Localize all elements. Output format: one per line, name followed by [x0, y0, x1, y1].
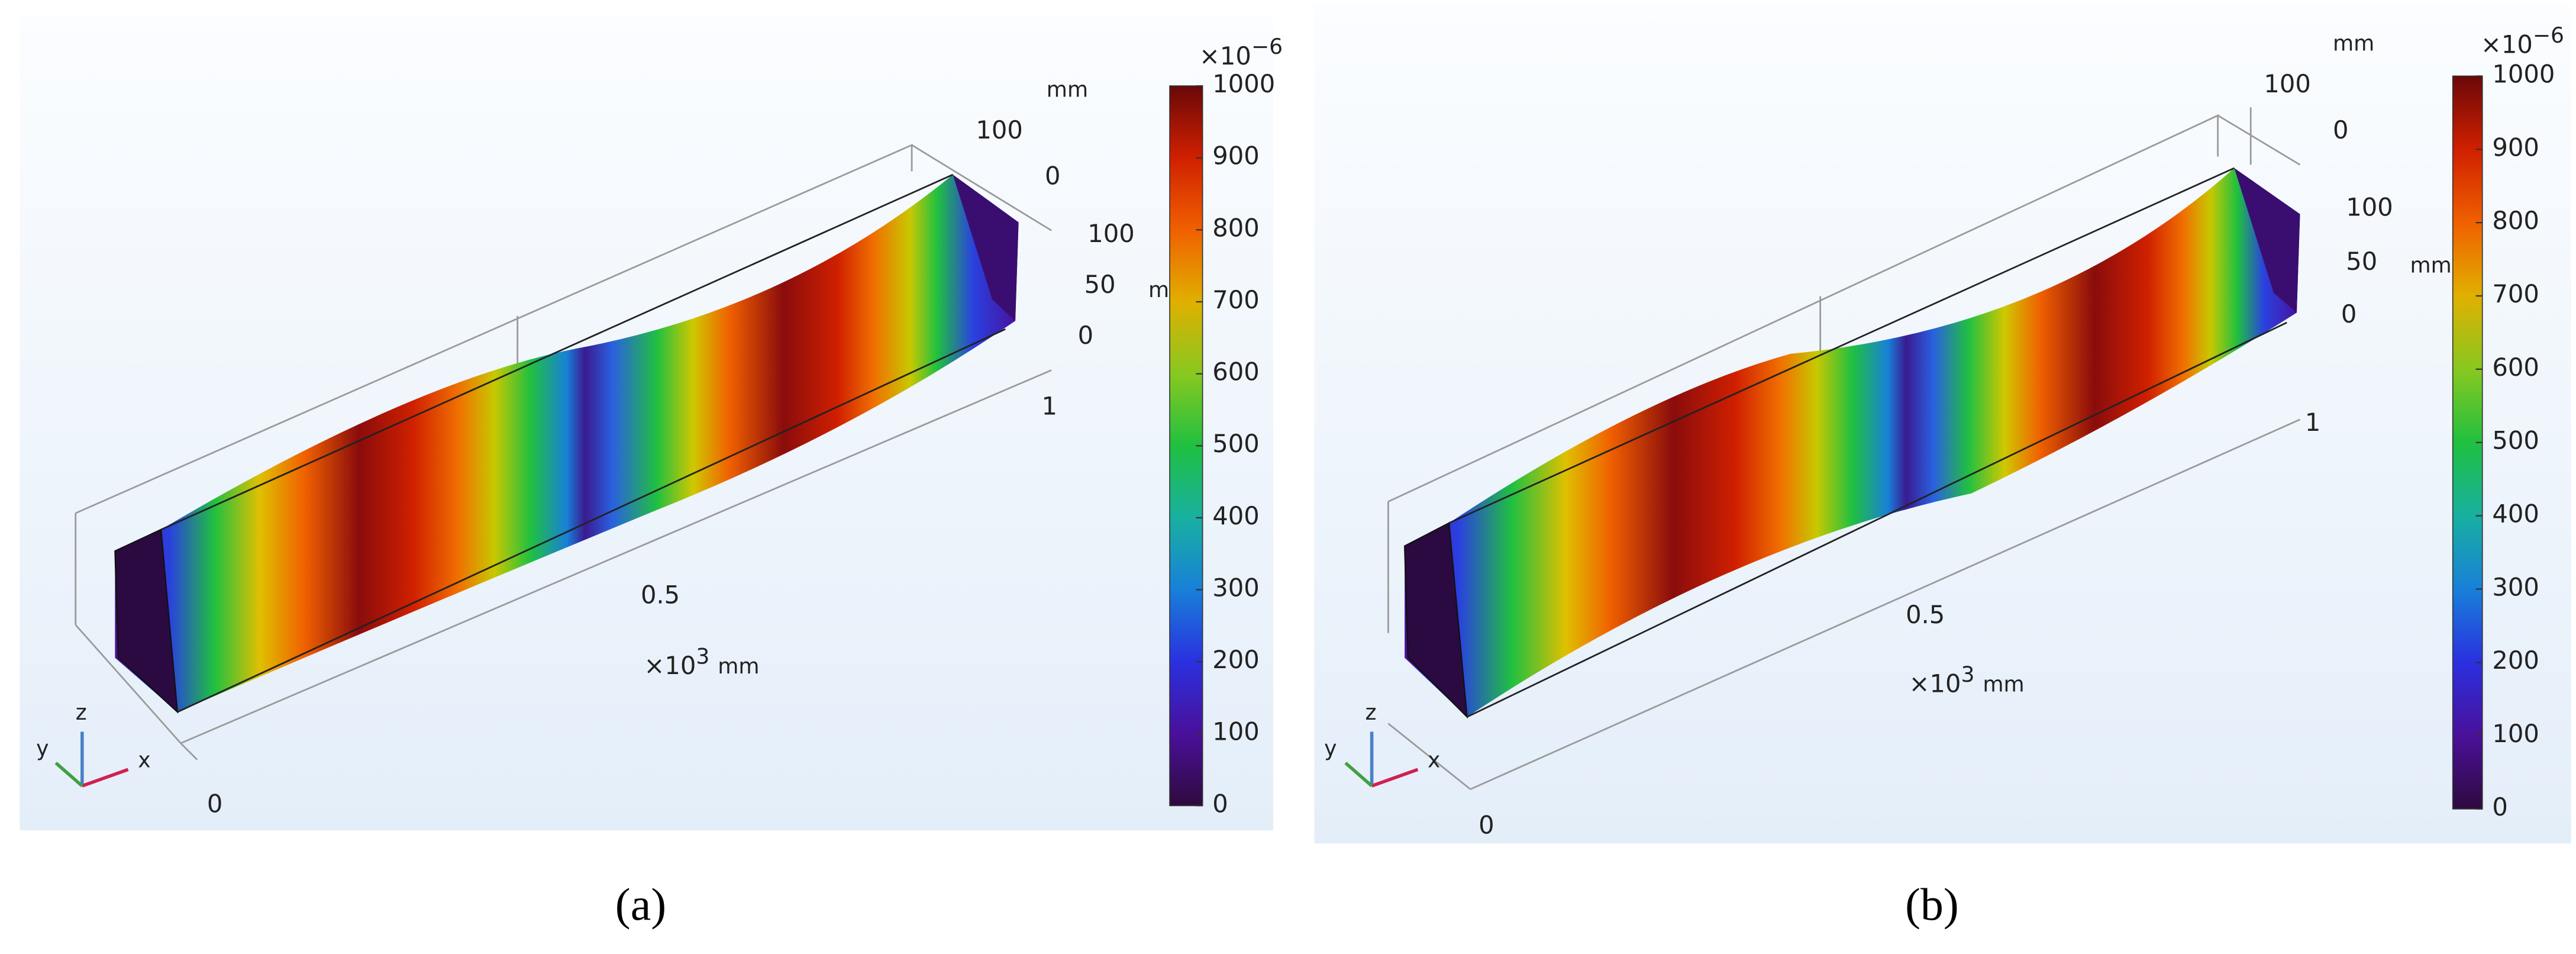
colorbar-tick-label: 500	[2492, 426, 2539, 455]
scale-unit: mm	[718, 654, 759, 679]
scale-exponent: −6	[2533, 23, 2564, 48]
axis-tick-label: 100	[2264, 69, 2310, 98]
beam-surface	[1405, 167, 2300, 717]
axis-scale-label: ×103 mm	[644, 644, 760, 680]
colorbar-tick-label: 800	[2492, 206, 2539, 235]
colorbar-tick-label: 400	[2492, 499, 2539, 528]
triad-label: x	[138, 747, 150, 772]
axis-tick-label: 0	[1479, 810, 1494, 839]
colorbar-tick-label: 600	[2492, 353, 2539, 382]
colorbar-scale-label: ×10−6	[1199, 34, 1283, 70]
colorbar-tick-label: 700	[2492, 279, 2539, 308]
scale-prefix: ×10	[644, 651, 696, 680]
scale-prefix: ×10	[1199, 41, 1251, 70]
axis-triad: z x y	[36, 700, 151, 788]
colorbar-tick-label: 0	[2492, 792, 2508, 821]
axis-tick-label: 0	[207, 789, 222, 818]
axis-unit: mm	[2333, 31, 2374, 56]
caption: (a)	[615, 879, 666, 930]
colorbar-scale-label: ×10−6	[2481, 23, 2564, 59]
colorbar-tick-label: 0	[1212, 789, 1228, 818]
panel-a: z x y mm 100 0 100 50 0 mm 0 0.5 1 ×103 m…	[20, 17, 1283, 930]
colorbar-tick-label: 800	[1212, 213, 1259, 242]
colorbar-tick-label: 600	[1212, 357, 1259, 386]
colorbar-tick-label: 1000	[1212, 69, 1275, 98]
triad-label: y	[36, 736, 49, 761]
axis-unit: mm	[2410, 253, 2452, 278]
triad-label: z	[1366, 700, 1377, 725]
axis-tick-label: 1	[1041, 391, 1057, 420]
colorbar-tick-label: 100	[1212, 717, 1259, 746]
colorbar-tick-label: 900	[2492, 133, 2539, 162]
colorbar-tick-label: 200	[1212, 645, 1259, 674]
axis-tick-label: 100	[976, 115, 1022, 144]
axis-scale-label: ×103 mm	[1909, 662, 2025, 698]
axis-tick-label: 100	[2346, 192, 2393, 221]
colorbar-tick-label: 900	[1212, 141, 1259, 170]
scale-prefix: ×10	[2481, 30, 2533, 59]
scale-exponent: −6	[1251, 34, 1283, 59]
colorbar-tick-label: 500	[1212, 429, 1259, 458]
triad-label: z	[76, 700, 87, 725]
scale-unit: mm	[1983, 672, 2024, 697]
scale-exponent: 3	[696, 644, 709, 669]
colorbar: 0 100 200 300 400 500 600 700 800 900 1000×10−6	[2452, 23, 2564, 821]
axis-tick-label: 50	[2346, 247, 2377, 276]
triad-label: x	[1428, 747, 1440, 772]
axis-tick-label: 0	[2341, 299, 2357, 328]
beam-end-face	[2234, 167, 2300, 313]
axis-unit: mm	[1047, 77, 1088, 102]
edge-line	[160, 173, 1006, 713]
colorbar-tick-label: 400	[1212, 501, 1259, 530]
axis-tick-label: 0.5	[1906, 600, 1945, 629]
beam-end-face	[1404, 522, 1468, 719]
axis-tick-label: 0	[1078, 321, 1093, 350]
axis-tick-label: 0	[1045, 162, 1060, 191]
colorbar-tick-label: 300	[2492, 572, 2539, 601]
scale-prefix: ×10	[1909, 669, 1961, 698]
axis-tick-label: 100	[1087, 219, 1134, 248]
axis-tick-label: 1	[2305, 408, 2321, 437]
beam-end-face	[953, 175, 1019, 321]
axis-tick-label: 0.5	[641, 581, 680, 610]
panel-b: z x y mm 100 0 100 50 0 mm 0 0.5 1 ×103 m…	[1314, 5, 2571, 930]
colorbar-tick-label: 100	[2492, 719, 2539, 748]
beam-surface	[115, 175, 1019, 713]
colorbar-tick-label: 200	[2492, 646, 2539, 675]
colorbar: 0 100 200 300 400 500 600 700 800 900 1000×10−6	[1169, 34, 1283, 818]
colorbar-tick-label: 700	[1212, 285, 1259, 314]
colorbar-tick-label: 300	[1212, 573, 1259, 602]
axis-tick-label: 50	[1084, 270, 1116, 299]
caption: (b)	[1905, 879, 1959, 930]
bounding-box	[1387, 107, 2301, 790]
edge-line	[1448, 167, 2287, 718]
bounding-box	[75, 143, 1052, 760]
axis-tick-label: 0	[2333, 115, 2349, 144]
axis-triad: z x y	[1324, 700, 1440, 788]
colorbar-tick-label: 1000	[2492, 59, 2555, 88]
scale-exponent: 3	[1961, 662, 1975, 687]
triad-label: y	[1324, 736, 1337, 761]
